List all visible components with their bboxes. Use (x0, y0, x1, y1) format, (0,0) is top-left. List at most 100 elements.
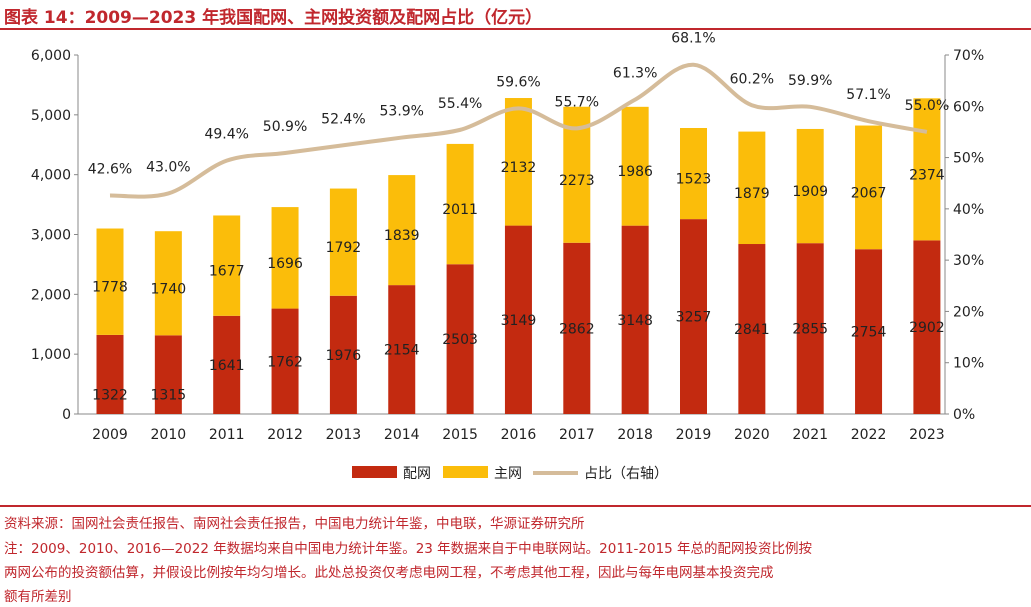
y2-tick-label: 50% (953, 151, 984, 167)
source-note: 资料来源：国网社会责任报告、南网社会责任报告，中国电力统计年鉴，中电联，华源证券… (4, 516, 585, 532)
share-label: 55.0% (905, 98, 949, 114)
y2-tick-label: 20% (953, 304, 984, 320)
bar-peiwang (271, 308, 299, 414)
x-tick-label: 2022 (851, 427, 887, 443)
bar-zhuwang (388, 175, 416, 286)
x-tick-label: 2021 (792, 427, 828, 443)
bar-label-zhuwang: 1677 (209, 264, 245, 280)
bar-peiwang (329, 295, 357, 414)
bar-zhuwang (213, 215, 241, 316)
y-tick-label: 3,000 (31, 228, 71, 244)
bar-label-zhuwang: 1792 (326, 240, 362, 256)
bar-peiwang (446, 264, 474, 414)
bar-zhuwang (913, 98, 941, 241)
y-tick-label: 0 (62, 407, 71, 423)
bar-label-zhuwang: 2374 (909, 167, 945, 183)
x-tick-label: 2012 (267, 427, 303, 443)
y2-tick-label: 10% (953, 356, 984, 372)
y-tick-label: 2,000 (31, 287, 71, 303)
share-label: 68.1% (671, 31, 715, 47)
share-label: 49.4% (204, 127, 248, 143)
x-tick-label: 2017 (559, 427, 595, 443)
legend-label-peiwang: 配网 (403, 466, 431, 482)
bar-label-peiwang: 1315 (151, 388, 187, 404)
x-tick-label: 2009 (92, 427, 128, 443)
bar-label-peiwang: 2503 (442, 332, 478, 348)
bar-label-peiwang: 1322 (92, 387, 128, 403)
bar-label-peiwang: 2862 (559, 321, 595, 337)
x-tick-label: 2011 (209, 427, 245, 443)
bar-zhuwang (796, 128, 824, 244)
x-tick-label: 2015 (442, 427, 478, 443)
share-label: 55.4% (438, 96, 482, 112)
bar-peiwang (388, 285, 416, 414)
title-divider (0, 28, 1031, 30)
x-tick-label: 2014 (384, 427, 420, 443)
bar-label-zhuwang: 1696 (267, 256, 303, 272)
bar-label-peiwang: 2855 (792, 322, 828, 338)
share-label: 59.6% (496, 74, 540, 90)
bar-label-zhuwang: 1839 (384, 228, 420, 244)
x-tick-label: 2010 (151, 427, 187, 443)
share-label: 52.4% (321, 111, 365, 127)
y-tick-label: 1,000 (31, 347, 71, 363)
bar-peiwang (621, 225, 649, 414)
bar-label-peiwang: 3257 (676, 310, 712, 326)
bar-label-peiwang: 3148 (617, 313, 653, 329)
y2-tick-label: 40% (953, 202, 984, 218)
bar-peiwang (913, 240, 941, 414)
y-tick-label: 6,000 (31, 48, 71, 64)
y2-tick-label: 0% (953, 407, 975, 423)
footnote-line-1: 注：2009、2010、2016—2022 年数据均来自中国电力统计年鉴。23 … (4, 541, 813, 557)
share-label: 53.9% (380, 104, 424, 120)
x-tick-label: 2019 (676, 427, 712, 443)
legend-swatch-peiwang (352, 466, 397, 478)
bar-zhuwang (154, 231, 182, 336)
legend-swatch-zhuwang (443, 466, 488, 478)
x-tick-label: 2013 (326, 427, 362, 443)
share-label: 50.9% (263, 119, 307, 135)
bar-label-zhuwang: 1909 (792, 184, 828, 200)
bar-zhuwang (738, 131, 766, 245)
bar-label-peiwang: 1762 (267, 354, 303, 370)
bar-zhuwang (621, 106, 649, 226)
bar-peiwang (213, 315, 241, 414)
y-tick-label: 4,000 (31, 168, 71, 184)
share-line (109, 62, 928, 199)
bar-peiwang (855, 249, 883, 414)
bar-zhuwang (446, 143, 474, 265)
bar-label-peiwang: 2154 (384, 343, 420, 359)
share-label: 43.0% (146, 159, 190, 175)
bar-label-zhuwang: 1523 (676, 172, 712, 188)
legend-label-share: 占比（右轴） (584, 466, 668, 482)
bar-label-zhuwang: 1740 (151, 281, 187, 297)
bar-zhuwang (855, 125, 883, 250)
bar-zhuwang (504, 98, 532, 226)
bar-label-zhuwang: 2011 (442, 202, 478, 218)
bar-zhuwang (96, 228, 124, 335)
bar-label-peiwang: 2902 (909, 320, 945, 336)
bar-label-peiwang: 3149 (501, 313, 537, 329)
bar-peiwang (504, 225, 532, 414)
bar-label-zhuwang: 2067 (851, 185, 887, 201)
share-label: 61.3% (613, 66, 657, 82)
share-label: 42.6% (88, 162, 132, 178)
bar-peiwang (563, 242, 591, 414)
y2-tick-label: 70% (953, 48, 984, 64)
bar-label-zhuwang: 1986 (617, 164, 653, 180)
bar-peiwang (680, 219, 707, 414)
share-label: 60.2% (730, 71, 774, 87)
bar-label-peiwang: 1976 (326, 348, 362, 364)
share-label: 59.9% (788, 73, 832, 89)
footer-divider (0, 505, 1031, 507)
bar-label-peiwang: 2754 (851, 325, 887, 341)
legend-label-zhuwang: 主网 (494, 466, 522, 482)
bar-label-zhuwang: 2132 (501, 160, 537, 176)
y2-tick-label: 30% (953, 253, 984, 269)
bar-zhuwang (271, 207, 299, 309)
bar-peiwang (96, 334, 124, 414)
chart: 0 1,000 2,000 3,000 4,000 5,000 6,000 0% 10% 20% 3… (31, 31, 984, 482)
footnote-line-2: 两网公布的投资额估算，并假设比例按年均匀增长。此处总投资仅考虑电网工程，不考虑其… (4, 565, 774, 581)
footnote-line-3: 额有所差别 (4, 589, 72, 605)
x-tick-label: 2020 (734, 427, 770, 443)
